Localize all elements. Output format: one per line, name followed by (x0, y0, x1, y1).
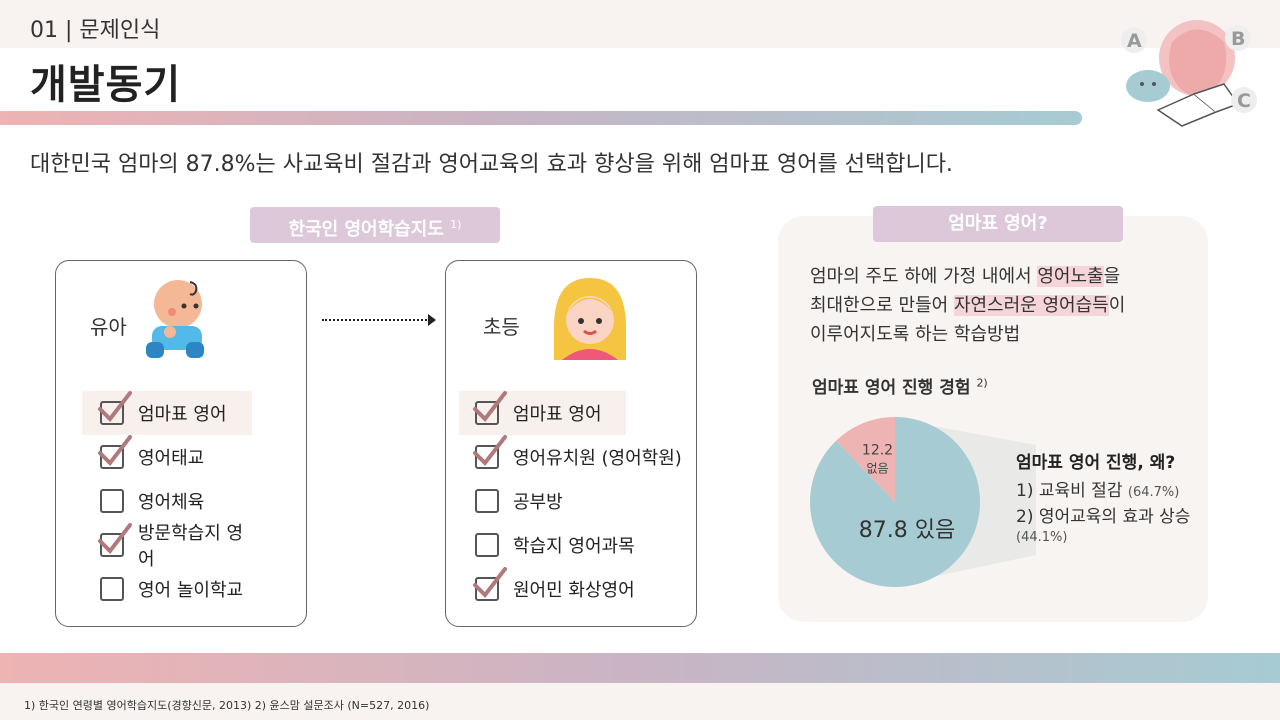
reason-text: 1) 교육비 절감 (1016, 481, 1123, 501)
experience-title-text: 엄마표 영어 진행 경험 (812, 378, 971, 398)
checkbox[interactable] (98, 523, 132, 557)
lead-statement: 대한민국 엄마의 87.8%는 사교육비 절감과 영어교육의 효과 향상을 위해… (30, 152, 953, 177)
elem-item-label: 원어민 화상영어 (513, 580, 635, 601)
elem-item-label: 엄마표 영어 (513, 404, 602, 425)
pie-callout-shade (895, 419, 1036, 585)
reason-2: 2) 영어교육의 효과 상승 (1016, 502, 1190, 527)
elem-item-mom-english[interactable]: 엄마표 영어 (459, 391, 626, 435)
checkbox[interactable] (98, 435, 132, 469)
infant-checklist: 엄마표 영어 영어태교 영어체육 방문학습지 영어 영어 놀이학교 (82, 391, 252, 611)
infant-item-mom-english[interactable]: 엄마표 영어 (82, 391, 252, 435)
check-icon (98, 523, 132, 555)
reason-percent: (64.7%) (1127, 485, 1180, 500)
checkbox[interactable] (98, 391, 132, 425)
pie-label-no: 없음 (866, 462, 888, 476)
guide-pill: 한국인 영어학습지도 1) (250, 207, 500, 243)
checkbox[interactable] (475, 533, 499, 557)
infant-label: 유아 (90, 315, 127, 339)
reasons-title: 엄마표 영어 진행, 왜? (1016, 453, 1176, 473)
check-icon (473, 567, 507, 599)
checkbox[interactable] (100, 577, 124, 601)
checkbox[interactable] (473, 435, 507, 469)
page-title: 개발동기 (30, 62, 182, 108)
about-pill: 엄마표 영어? (873, 206, 1123, 242)
checkbox[interactable] (473, 391, 507, 425)
desc-text: 최대한으로 만들어 (810, 295, 954, 316)
elementary-label: 초등 (483, 315, 520, 339)
reason-1: 1) 교육비 절감 (64.7%) (1016, 476, 1179, 501)
check-icon (473, 435, 507, 467)
check-icon (98, 391, 132, 423)
infant-item-visit[interactable]: 방문학습지 영어 (82, 523, 252, 570)
desc-text: 이 (1108, 295, 1126, 316)
guide-pill-note: 1) (450, 218, 462, 231)
check-icon (473, 391, 507, 423)
arrowhead-icon (428, 314, 436, 326)
elem-item-label: 학습지 영어과목 (513, 536, 635, 557)
pie-slice-no (836, 417, 895, 502)
elem-item-video[interactable]: 원어민 화상영어 (459, 567, 689, 611)
elem-item-label: 공부방 (513, 492, 563, 513)
reason-text: 2) 영어교육의 효과 상승 (1016, 507, 1191, 527)
checkbox[interactable] (473, 567, 507, 601)
svg-text:C: C (1237, 90, 1251, 112)
infant-item-label: 영어체육 (138, 492, 205, 513)
experience-note: 2) (976, 376, 988, 390)
elementary-checklist: 엄마표 영어 영어유치원 (영어학원) 공부방 학습지 영어과목 원어민 화상영… (459, 391, 689, 611)
reason-2-percent-line: (44.1%) (1016, 526, 1067, 546)
experience-pie-chart: 87.8 있음 12.2 없음 (810, 417, 1036, 587)
girl-face-icon (554, 278, 626, 360)
desc-text: 이루어지도록 하는 학습방법 (810, 324, 1021, 345)
desc-highlight: 영어노출 (1037, 266, 1104, 287)
header-band (0, 0, 1280, 48)
infant-item-label: 엄마표 영어 (138, 404, 227, 425)
checkbox[interactable] (475, 489, 499, 513)
guide-pill-label: 한국인 영어학습지도 (288, 219, 444, 240)
desc-highlight: 자연스러운 영어습득 (953, 295, 1109, 316)
desc-text: 엄마의 주도 하에 가정 내에서 (810, 266, 1038, 287)
svg-text:A: A (1127, 30, 1142, 52)
elem-item-study-room[interactable]: 공부방 (459, 479, 689, 523)
infant-item-label: 방문학습지 영어 (138, 523, 244, 570)
infant-item-prenatal[interactable]: 영어태교 (82, 435, 252, 479)
pie-value-no: 12.2 (862, 443, 893, 459)
elem-item-label: 영어유치원 (영어학원) (513, 448, 682, 469)
footnote: 1) 한국인 연령별 영어학습지도(경향신문, 2013) 2) 윤스맘 설문조… (24, 699, 430, 712)
elem-item-kindergarten[interactable]: 영어유치원 (영어학원) (459, 435, 689, 479)
crawling-baby-icon (146, 280, 204, 358)
pie-label-yes: 87.8 있음 (859, 518, 955, 543)
infant-item-pe[interactable]: 영어체육 (82, 479, 252, 523)
infant-item-label: 영어태교 (138, 448, 205, 469)
infant-item-label: 영어 놀이학교 (138, 580, 244, 601)
about-description: 엄마의 주도 하에 가정 내에서 영어노출을 최대한으로 만들어 자연스러운 영… (810, 262, 1125, 349)
title-underline (0, 111, 1082, 125)
checkbox[interactable] (100, 489, 124, 513)
abc-reading-illustration: A B C (1121, 20, 1257, 127)
footnote-band (0, 683, 1280, 720)
section-label: 01 | 문제인식 (30, 18, 161, 43)
desc-text: 을 (1103, 266, 1121, 287)
infant-item-play-school[interactable]: 영어 놀이학교 (82, 567, 252, 611)
reason-percent: (44.1%) (1016, 530, 1068, 545)
svg-text:B: B (1231, 28, 1245, 50)
elem-item-workbook[interactable]: 학습지 영어과목 (459, 523, 689, 567)
check-icon (98, 435, 132, 467)
experience-title: 엄마표 영어 진행 경험 2) (812, 373, 988, 398)
bottom-band (0, 653, 1280, 683)
progression-arrow (322, 319, 430, 321)
